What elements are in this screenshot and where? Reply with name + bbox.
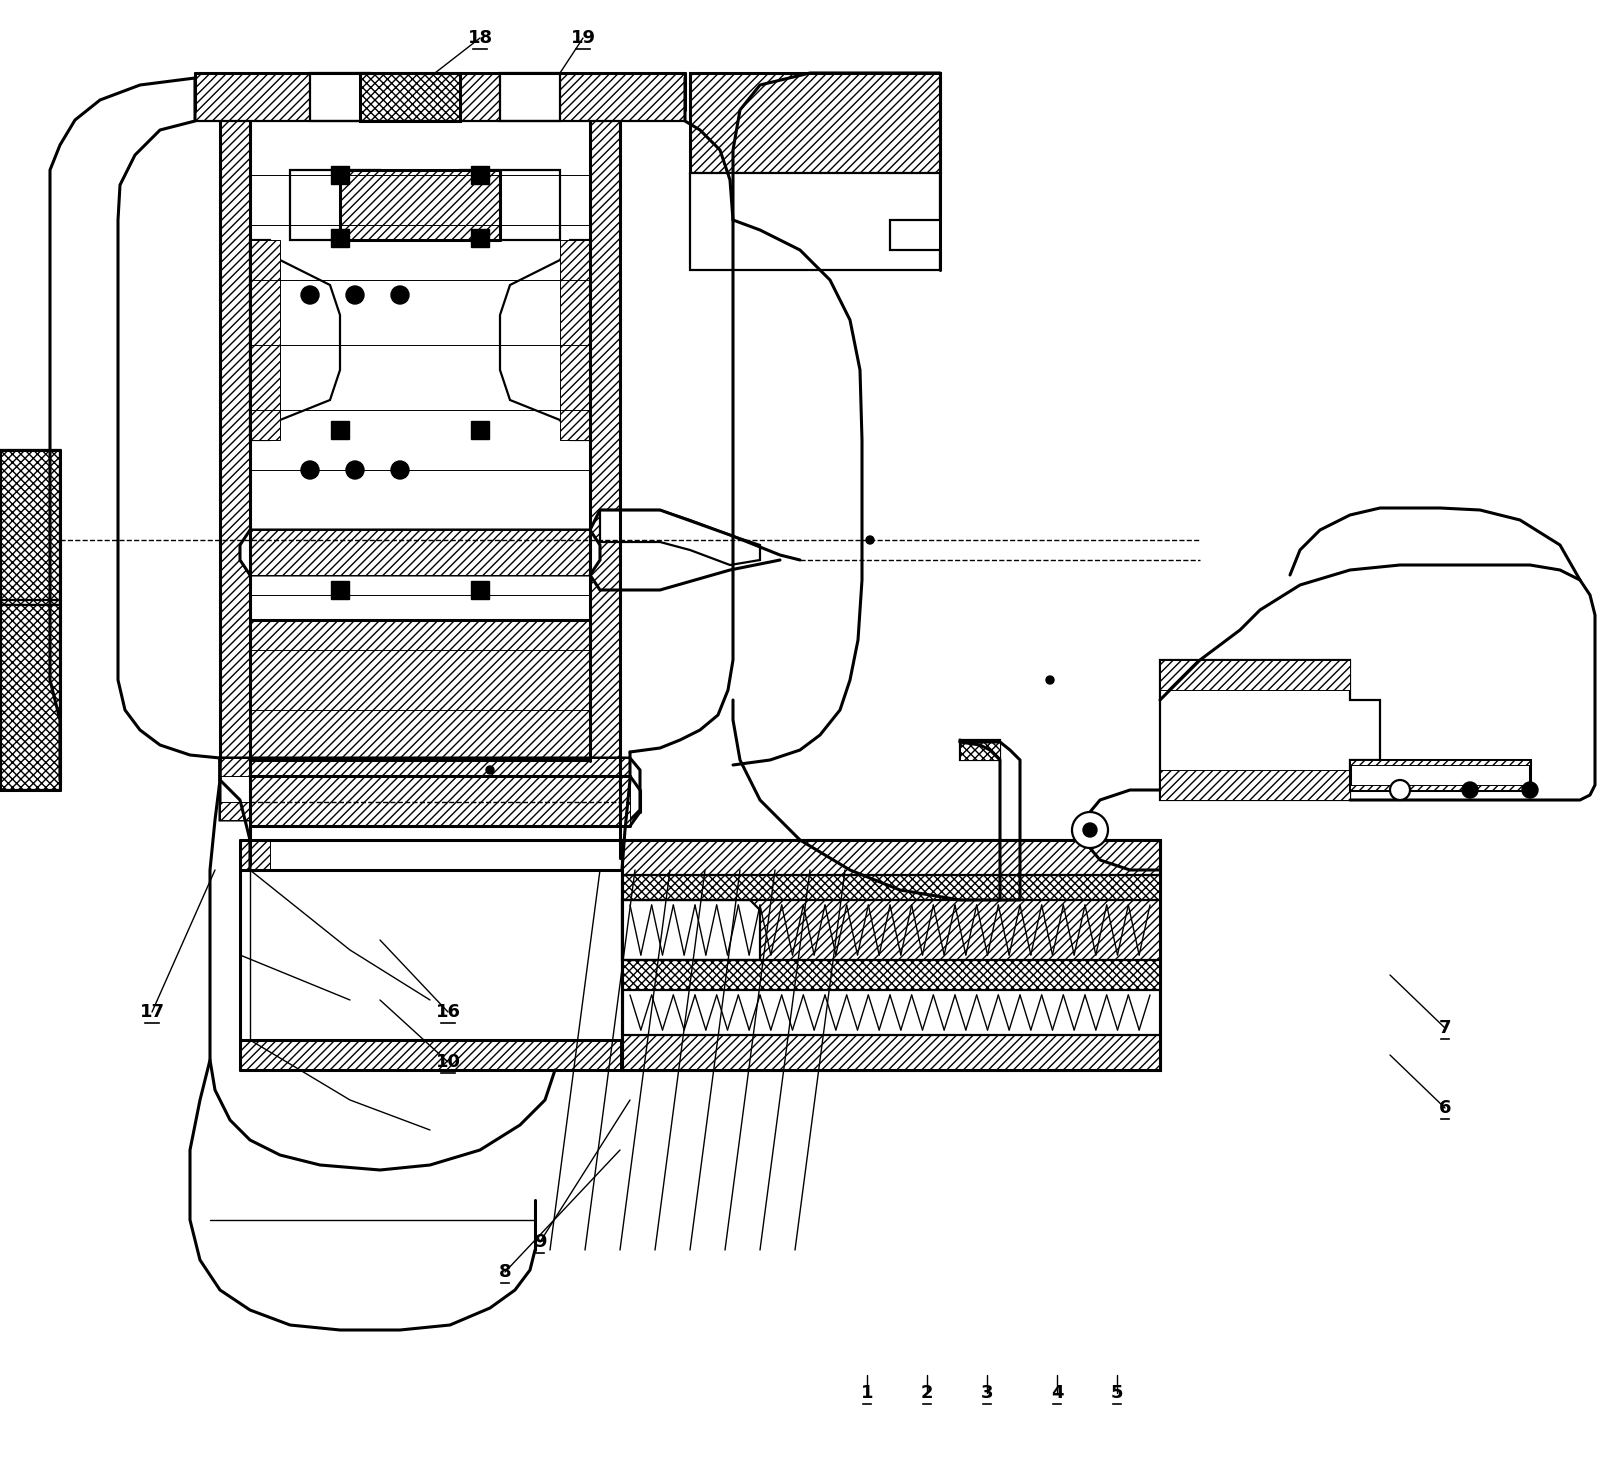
Polygon shape [240, 839, 623, 1070]
Bar [311, 73, 370, 121]
Text: 7: 7 [1439, 1019, 1451, 1037]
Circle shape [1073, 812, 1108, 848]
Bar [623, 961, 1161, 990]
Polygon shape [961, 740, 1001, 761]
Text: 17: 17 [139, 1003, 165, 1021]
Text: 9: 9 [533, 1234, 546, 1251]
Polygon shape [290, 169, 379, 239]
Bar [471, 420, 488, 439]
Circle shape [346, 286, 363, 304]
Polygon shape [623, 899, 760, 961]
Bar [331, 229, 349, 247]
Text: 16: 16 [435, 1003, 461, 1021]
Bar [219, 802, 631, 821]
Text: 8: 8 [498, 1263, 511, 1280]
Polygon shape [0, 600, 59, 790]
Bar [500, 73, 560, 121]
Circle shape [866, 536, 874, 545]
Polygon shape [219, 758, 640, 821]
Text: 4: 4 [1050, 1384, 1063, 1402]
Bar [471, 229, 488, 247]
Bar [219, 121, 250, 761]
Polygon shape [690, 172, 940, 270]
Bar [1161, 769, 1350, 800]
Bar [623, 1035, 1161, 1070]
Text: 2: 2 [921, 1384, 933, 1402]
Circle shape [1082, 823, 1097, 837]
Bar [250, 777, 631, 826]
Polygon shape [1161, 660, 1380, 800]
Circle shape [346, 461, 363, 479]
Circle shape [301, 461, 319, 479]
Circle shape [301, 286, 319, 304]
Text: 18: 18 [467, 29, 493, 47]
Polygon shape [250, 239, 339, 439]
Circle shape [391, 461, 408, 479]
Polygon shape [500, 239, 591, 439]
Circle shape [1045, 676, 1053, 683]
Bar [339, 169, 500, 239]
Polygon shape [459, 169, 560, 239]
Bar [250, 530, 591, 575]
Bar [623, 875, 1161, 899]
Bar [219, 758, 631, 777]
Bar [0, 534, 59, 785]
Text: 5: 5 [1111, 1384, 1124, 1402]
Polygon shape [0, 534, 59, 604]
Bar [250, 620, 591, 761]
Circle shape [1390, 780, 1410, 800]
Bar [1350, 761, 1531, 790]
Text: 3: 3 [981, 1384, 993, 1402]
Polygon shape [623, 839, 1161, 1070]
Bar [195, 73, 685, 121]
Polygon shape [0, 450, 59, 600]
Text: 6: 6 [1439, 1099, 1451, 1117]
Bar [623, 899, 1161, 961]
Bar [360, 73, 459, 121]
Polygon shape [600, 510, 760, 565]
Bar [471, 581, 488, 599]
Text: 1: 1 [861, 1384, 873, 1402]
Bar [240, 839, 271, 870]
Bar [591, 121, 620, 761]
Bar [331, 420, 349, 439]
Bar [623, 839, 1161, 875]
Bar [1161, 660, 1350, 691]
Polygon shape [240, 530, 600, 575]
Bar [240, 1040, 620, 1070]
Bar [471, 166, 488, 184]
Bar [560, 239, 591, 439]
Text: 10: 10 [435, 1053, 461, 1072]
Text: 19: 19 [570, 29, 596, 47]
Bar [690, 73, 940, 172]
Bar [250, 239, 280, 439]
Bar [360, 73, 459, 121]
Circle shape [1462, 783, 1478, 799]
Bar [331, 581, 349, 599]
Polygon shape [0, 604, 59, 785]
Bar [331, 166, 349, 184]
Bar [961, 740, 1001, 761]
Circle shape [391, 286, 408, 304]
Circle shape [1523, 783, 1539, 799]
Bar [690, 73, 940, 172]
Circle shape [487, 766, 495, 774]
Bar [1350, 761, 1531, 765]
Bar [1350, 785, 1531, 790]
